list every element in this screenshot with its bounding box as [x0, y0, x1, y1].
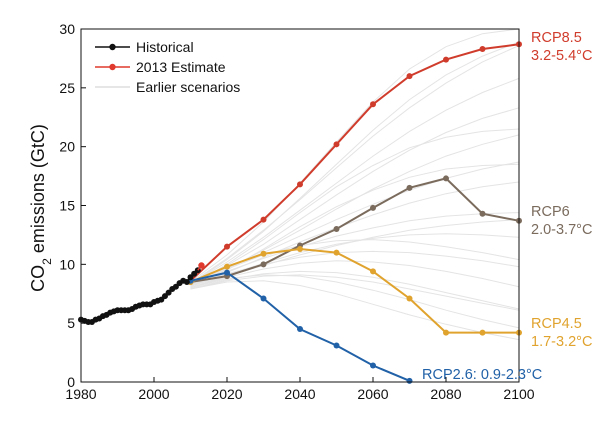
estimate-2013-point	[198, 262, 205, 269]
rcp4-5-point	[260, 250, 267, 257]
rcp8-5-label: RCP8.5 3.2-5.4°C	[531, 30, 592, 64]
earlier-scenario-line-14	[190, 280, 520, 341]
earlier-scenario-line-8	[190, 212, 520, 286]
estimate-2013-group	[197, 262, 205, 271]
earlier-scenario-line-13	[190, 274, 520, 329]
legend-item-historical-marker	[109, 43, 116, 51]
rcp4-5-point	[224, 263, 230, 270]
rcp8-5-point	[406, 73, 413, 80]
legend-item-2013-estimate-label: 2013 Estimate	[136, 59, 226, 75]
earlier-scenario-line-3	[190, 77, 520, 285]
rcp2-6-point	[370, 362, 376, 369]
rcp4-5-point	[443, 329, 449, 336]
legend: Historical 2013 Estimate Earlier scenarios	[95, 39, 240, 95]
rcp4-5-point	[406, 295, 413, 302]
rcp8-5-point	[224, 243, 230, 250]
x-tick-label: 2040	[284, 386, 315, 402]
rcp4-5-label: RCP4.5 1.7-3.2°C	[531, 316, 592, 350]
earlier-scenario-line-10	[190, 250, 520, 288]
rcp8-5-line	[189, 43, 520, 282]
earlier-scenario-line-20	[190, 274, 520, 311]
rcp8-5-label-line: 3.2-5.4°C	[531, 48, 592, 64]
rcp-scenarios-group	[187, 41, 522, 384]
rcp4-5-point	[333, 249, 340, 256]
rcp8-5-label-line: RCP8.5	[531, 30, 582, 46]
historical-series-group	[78, 267, 201, 325]
rcp2-6-point	[406, 377, 413, 384]
rcp6-label-line: 2.0-3.7°C	[531, 222, 592, 238]
rcp2-6-point	[297, 326, 303, 333]
rcp2-6-label-line: RCP2.6: 0.9-2.3°C	[422, 367, 542, 383]
earlier-scenarios-group	[190, 28, 520, 341]
rcp8-5-point	[443, 56, 449, 63]
rcp4-5-label-line: RCP4.5	[531, 316, 582, 332]
rcp6-point	[443, 175, 449, 182]
y-axis-label: CO2 emissions (GtC)	[28, 124, 54, 292]
rcp4-5-point	[479, 329, 486, 336]
rcp4-5-label-line: 1.7-3.2°C	[531, 334, 592, 350]
rcp2-6-point	[224, 269, 230, 276]
rcp6-point	[370, 204, 376, 211]
y-tick-label: 20	[59, 139, 75, 155]
x-tick-label: 2020	[211, 386, 242, 402]
legend-item-2013-estimate-marker	[109, 63, 116, 71]
y-tick-label: 15	[59, 198, 75, 214]
earlier-scenario-line-1	[190, 28, 520, 283]
earlier-scenario-line-17	[190, 41, 520, 285]
rcp6-label-line: RCP6	[531, 204, 570, 220]
legend-item-earlier-scenarios-label: Earlier scenarios	[136, 79, 240, 95]
rcp4-5-point	[370, 268, 376, 275]
historical-line	[80, 269, 199, 323]
rcp6-line	[190, 177, 520, 283]
legend-item-historical-label: Historical	[136, 39, 194, 55]
x-tick-label: 2000	[138, 386, 169, 402]
y-tick-label: 5	[67, 315, 75, 331]
rcp6-point	[260, 261, 267, 268]
earlier-scenario-line-16	[190, 128, 520, 286]
scenario-labels-group: RCP8.5 3.2-5.4°C RCP6 2.0-3.7°C RCP4.5 1.7-3.…	[422, 30, 592, 383]
rcp2-6-point	[260, 295, 267, 302]
x-tick-label: 2100	[503, 386, 534, 402]
x-tick-label: 2080	[430, 386, 461, 402]
y-tick-label: 0	[67, 374, 75, 390]
y-tick-label: 30	[59, 21, 75, 37]
rcp4-5-line	[190, 247, 519, 334]
axes-group: 1980 2000 2020 2040 2060 2080 2100 0 5 10 15 20 25 30	[59, 21, 534, 402]
rcp6-point	[333, 226, 340, 233]
x-tick-label: 2060	[357, 386, 388, 402]
x-tick-label: 1980	[65, 386, 96, 402]
rcp6-point	[406, 184, 413, 191]
rcp2-6-point	[333, 342, 340, 349]
rcp2-6-label: RCP2.6: 0.9-2.3°C	[422, 367, 542, 383]
rcp6-point	[479, 210, 486, 217]
earlier-scenario-line-2	[190, 45, 520, 284]
rcp8-5-point	[370, 101, 376, 108]
historical-point	[183, 278, 190, 285]
earlier-scenario-line-19	[190, 239, 520, 288]
earlier-scenario-line-11	[190, 260, 520, 289]
rcp8-5-point	[297, 181, 303, 188]
rcp8-5-point	[479, 46, 486, 53]
earlier-scenario-line-4	[190, 107, 520, 284]
y-tick-label: 10	[59, 256, 75, 272]
y-tick-label: 25	[59, 80, 75, 96]
rcp8-5-point	[260, 216, 267, 223]
rcp4-5-point	[297, 246, 303, 253]
rcp6-label: RCP6 2.0-3.7°C	[531, 204, 592, 238]
rcp8-5-point	[333, 141, 340, 148]
